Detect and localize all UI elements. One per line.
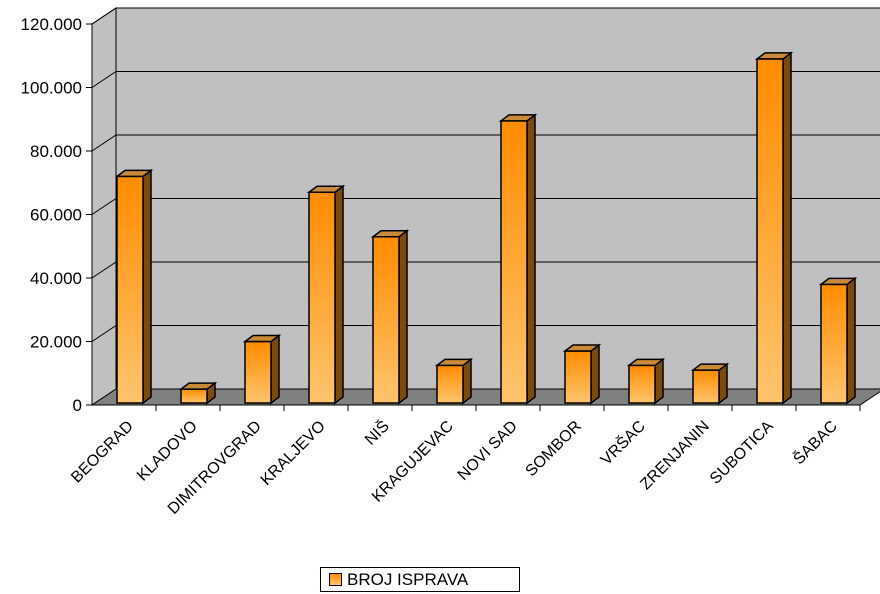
x-tick-label: ZRENJANIN: [637, 418, 713, 494]
y-tick-label: 0: [73, 396, 82, 415]
bar-side: [654, 357, 664, 405]
x-tick-label: SUBOTICA: [707, 418, 777, 488]
bar-top: [434, 358, 474, 367]
bar: [562, 343, 602, 405]
x-tick-label: KLADOVO: [134, 418, 201, 485]
y-tick-label: 100.000: [21, 79, 82, 98]
bar-front: [180, 388, 208, 404]
bar-top: [498, 114, 538, 122]
bar: [434, 357, 474, 405]
bar: [306, 184, 346, 405]
bar: [178, 381, 218, 405]
bar-top: [626, 358, 666, 367]
bar-front: [308, 191, 336, 404]
y-tick-label: 120.000: [21, 15, 82, 34]
bar-side: [142, 168, 152, 405]
bar-front: [564, 350, 592, 404]
legend: BROJ ISPRAVA: [320, 567, 520, 592]
bar-side: [398, 229, 408, 405]
bar-top: [818, 277, 858, 286]
bar-side: [462, 357, 472, 405]
bar-top: [306, 185, 346, 194]
legend-swatch: [329, 573, 342, 586]
bar-front: [820, 283, 848, 404]
y-tick-label: 40.000: [30, 269, 82, 288]
bar: [370, 229, 410, 405]
bar-side: [270, 334, 280, 405]
bar-side: [782, 51, 792, 405]
x-tick-label: ŠABAC: [789, 416, 841, 468]
x-tick-label: NIŠ: [361, 416, 393, 448]
x-tick-label: BEOGRAD: [68, 418, 137, 487]
bar-top: [562, 344, 602, 352]
bar-front: [628, 364, 656, 404]
bar-top: [114, 169, 154, 178]
bar-front: [372, 235, 400, 404]
gridline: [91, 7, 880, 25]
legend-label: BROJ ISPRAVA: [347, 569, 469, 589]
bar: [626, 357, 666, 405]
bar-front: [692, 369, 720, 404]
bar-side: [846, 276, 856, 405]
bar: [242, 334, 282, 405]
x-tick-label: SOMBOR: [523, 418, 585, 480]
gridline: [91, 71, 880, 88]
bar-front: [756, 58, 784, 404]
x-tick-label: VRŠAC: [596, 416, 648, 468]
bar-top: [370, 229, 410, 238]
bar-chart: 020.00040.00060.00080.000100.000120.000 …: [21, 7, 880, 518]
bar-front: [244, 340, 272, 404]
bar: [114, 168, 154, 405]
bar-top: [754, 52, 794, 60]
y-tick-label: 80.000: [30, 142, 82, 161]
bar-front: [116, 175, 144, 404]
x-tick-label: NOVI SAD: [455, 418, 521, 484]
bar-front: [436, 364, 464, 404]
bar-top: [242, 334, 282, 343]
y-tick-label: 20.000: [30, 333, 82, 352]
bar-side: [526, 113, 536, 405]
gridline: [91, 325, 880, 342]
bar: [754, 51, 794, 405]
bar-front: [500, 120, 528, 404]
y-tick-label: 60.000: [30, 206, 82, 225]
bar-side: [334, 184, 344, 405]
bar-side: [590, 343, 600, 405]
bar-top: [690, 363, 730, 371]
bar-top: [178, 382, 218, 390]
gridline: [91, 198, 880, 215]
gridline: [91, 261, 880, 279]
bar: [498, 113, 538, 405]
bar: [690, 362, 730, 405]
x-tick-label: KRALJEVO: [258, 418, 329, 489]
bar: [818, 276, 858, 405]
gridline: [91, 134, 880, 152]
